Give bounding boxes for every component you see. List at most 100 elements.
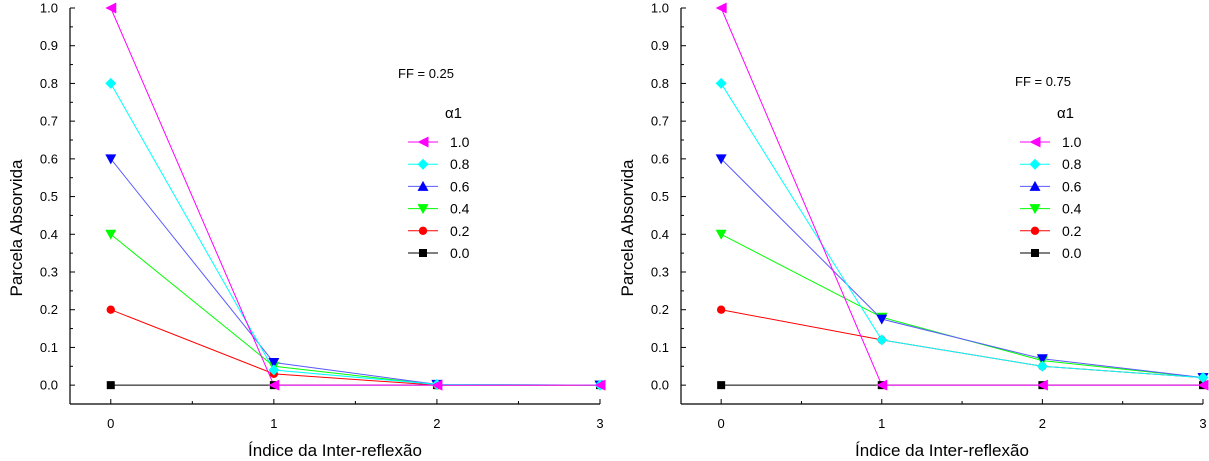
y-tick-label: 0.4	[40, 227, 58, 242]
series-line-0.6	[110, 158, 601, 386]
data-point-0.8	[268, 364, 280, 376]
y-axis-title: Parcela Absorvida	[618, 159, 637, 297]
legend-marker-0.8	[417, 158, 429, 170]
x-tick-label: 3	[1199, 416, 1206, 431]
y-tick-label: 0.2	[651, 302, 669, 317]
legend-marker-1.0	[417, 136, 429, 148]
legend-title: α1	[445, 105, 462, 122]
legend-label-0.2: 0.2	[1062, 223, 1082, 239]
data-point-1.0	[594, 379, 606, 391]
legend-label-0.0: 0.0	[1062, 245, 1082, 261]
data-point-0.4	[715, 229, 727, 240]
x-tick-label: 1	[878, 416, 885, 431]
y-tick-label: 0.7	[651, 114, 669, 129]
legend-label-0.4: 0.4	[1062, 201, 1082, 217]
data-point-1.0	[105, 2, 117, 14]
y-tick-label: 0.3	[40, 265, 58, 280]
legend-label-0.2: 0.2	[450, 223, 470, 239]
y-tick-label: 0.0	[40, 378, 58, 393]
data-point-1.0	[715, 2, 727, 14]
data-point-0.8	[105, 77, 117, 89]
x-tick-label: 2	[1039, 416, 1046, 431]
series-line-0.6	[720, 158, 1204, 379]
y-tick-label: 0.6	[651, 151, 669, 166]
legend-marker-0.4	[417, 204, 429, 215]
data-point-0.6	[715, 154, 727, 165]
series-line-0.4	[110, 233, 601, 386]
data-point-0.6	[1036, 354, 1048, 365]
chart-panel-1: 0.0 0.1 0.2 0.3 0.4 0.5 0.6 0.7 0.8 0.9 1.0 0 1 2 3 Índ…	[7, 1, 606, 460]
data-point-0.4	[105, 229, 117, 240]
legend: α1 1.0 0.8 0.6 0.4 0.2 0.0	[408, 105, 470, 261]
y-axis-title: Parcela Absorvida	[7, 159, 26, 297]
x-tick-label: 2	[433, 416, 440, 431]
legend-label-0.6: 0.6	[1062, 178, 1082, 194]
y-tick-label: 0.8	[40, 76, 58, 91]
legend-label-0.8: 0.8	[1062, 156, 1082, 172]
data-point-0.8	[715, 77, 727, 89]
y-tick-label: 0.1	[651, 340, 669, 355]
data-point-1.0	[268, 379, 280, 391]
data-point-1.0	[431, 379, 443, 391]
data-point-0.2	[716, 305, 726, 314]
data-point-0.8	[1197, 372, 1209, 384]
x-axis-title: Índice da Inter-reflexão	[248, 441, 422, 460]
x-axis-title: Índice da Inter-reflexão	[855, 441, 1029, 460]
y-tick-label: 1.0	[40, 1, 58, 16]
y-tick-label: 0.4	[651, 227, 669, 242]
data-point-0.6	[105, 154, 117, 165]
y-tick-label: 0.1	[40, 340, 58, 355]
x-tick-label: 3	[596, 416, 603, 431]
legend-label-0.0: 0.0	[450, 245, 470, 261]
y-tick-label: 0.2	[40, 302, 58, 317]
data-point-1.0	[876, 379, 888, 391]
series-line-0.2	[721, 309, 1204, 379]
y-tick-label: 0.5	[40, 189, 58, 204]
x-tick-label: 1	[270, 416, 277, 431]
y-tick-label: 0.9	[40, 38, 58, 53]
data-point-0.8	[1036, 360, 1048, 372]
legend-label-1.0: 1.0	[1062, 134, 1082, 150]
y-tick-label: 0.7	[40, 114, 58, 129]
chart-panel-2: 0.0 0.1 0.2 0.3 0.4 0.5 0.6 0.7 0.8 0.9 1.0 0 1 2 3 Índ…	[618, 1, 1209, 460]
data-point-1.0	[1197, 379, 1209, 391]
data-point-0.6	[268, 358, 280, 369]
y-tick-label: 0.6	[40, 151, 58, 166]
legend-label-1.0: 1.0	[450, 134, 470, 150]
y-tick-label: 1.0	[651, 1, 669, 16]
legend-marker-1.0	[1029, 136, 1041, 148]
legend-marker-0.6	[417, 180, 429, 191]
y-tick-label: 0.5	[651, 189, 669, 204]
series-line-1.0	[720, 7, 1203, 386]
ff-annotation: FF = 0.25	[398, 66, 454, 81]
y-tick-label: 0.3	[651, 265, 669, 280]
legend-marker-0.2	[418, 226, 428, 235]
y-tick-label: 0.9	[651, 38, 669, 53]
legend-label-0.8: 0.8	[450, 156, 470, 172]
series-line-0.8	[720, 83, 1204, 379]
legend-marker-0.4	[1029, 204, 1041, 215]
legend-marker-0.0	[419, 249, 427, 257]
legend-marker-0.0	[1031, 249, 1039, 257]
x-tick-label: 0	[718, 416, 725, 431]
series-line-0.8	[110, 83, 601, 386]
data-point-0.8	[876, 334, 888, 346]
legend-marker-0.8	[1029, 158, 1041, 170]
legend-label-0.4: 0.4	[450, 201, 470, 217]
data-point-1.0	[1036, 379, 1048, 391]
y-tick-label: 0.0	[651, 378, 669, 393]
data-point-0.6	[876, 314, 888, 325]
ff-annotation: FF = 0.75	[1015, 74, 1071, 89]
legend-marker-0.6	[1029, 180, 1041, 191]
data-point-0.2	[106, 305, 115, 314]
data-point-0.0	[717, 381, 726, 390]
legend-label-0.6: 0.6	[450, 178, 470, 194]
x-tick-label: 0	[107, 416, 114, 431]
series-line-1.0	[110, 7, 600, 386]
legend-title: α1	[1057, 105, 1074, 122]
series-line-0.4	[720, 233, 1204, 379]
y-tick-label: 0.8	[651, 76, 669, 91]
legend: α1 1.0 0.8 0.6 0.4 0.2 0.0	[1020, 105, 1082, 261]
data-point-0.0	[106, 381, 115, 390]
